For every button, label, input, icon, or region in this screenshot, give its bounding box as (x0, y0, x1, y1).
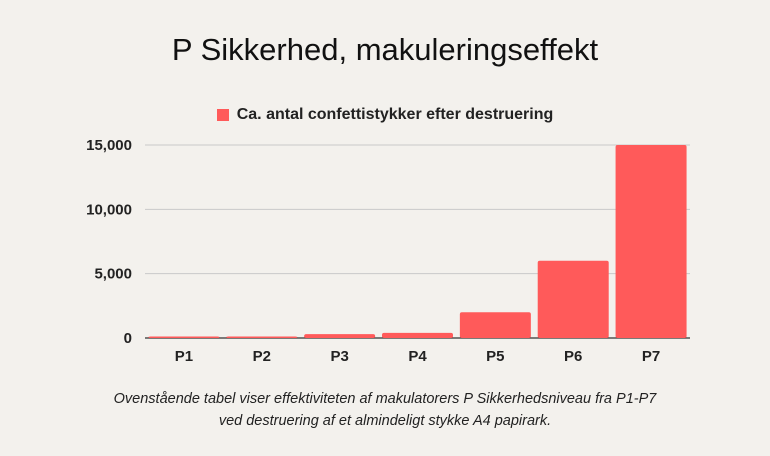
y-tick-label: 0 (124, 330, 132, 347)
x-tick-label: P4 (408, 348, 427, 365)
bar-p2 (226, 336, 298, 338)
x-tick-label: P6 (564, 348, 582, 365)
y-tick-label: 10,000 (86, 201, 132, 218)
legend-swatch (216, 109, 229, 121)
x-tick-label: P1 (175, 348, 193, 365)
caption-line-2: ved destruering af et almindeligt stykke… (218, 413, 552, 429)
x-axis-ticks: P1 P2 P3 P4 P5 P6 P7 (175, 348, 661, 365)
y-axis-ticks: 0 5,000 10,000 15,000 (86, 137, 132, 347)
legend-label: Ca. antal confettistykker efter destruer… (236, 106, 554, 123)
chart-title: P Sikkerhed, makuleringseffekt (171, 32, 599, 67)
bar-p6 (537, 260, 609, 338)
y-tick-label: 15,000 (86, 137, 132, 154)
bar-p4 (382, 332, 453, 338)
x-tick-label: P7 (642, 348, 660, 365)
y-tick-label: 5,000 (94, 266, 132, 283)
x-tick-label: P2 (253, 348, 271, 365)
bar-p5 (459, 312, 531, 338)
bar-p7 (615, 145, 687, 338)
bars (148, 145, 687, 338)
legend: Ca. antal confettistykker efter destruer… (0, 106, 770, 124)
x-tick-label: P5 (486, 348, 504, 365)
caption-line-1: Ovenstående tabel viser effektiviteten a… (113, 391, 657, 407)
bar-p1 (148, 336, 220, 338)
bar-p3 (304, 334, 376, 338)
caption: Ovenstående tabel viser effektiviteten a… (40, 388, 730, 432)
x-tick-label: P3 (330, 348, 348, 365)
